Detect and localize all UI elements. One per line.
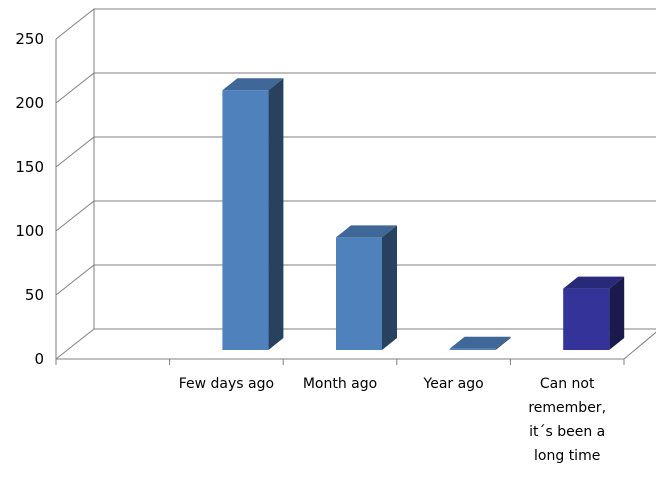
bar-0 <box>222 78 284 350</box>
bar-2 <box>449 336 511 350</box>
y-tick-label-4: 200 <box>15 94 44 112</box>
axes <box>55 9 656 365</box>
y-tick-label-3: 150 <box>15 158 44 176</box>
gridline-5 <box>55 8 656 40</box>
x-tick-label-3: Can not remember, it´s been a long time <box>528 376 607 464</box>
y-tick-label-5: 250 <box>15 30 44 48</box>
bar-side-1 <box>382 225 397 350</box>
y-tick-label-1: 50 <box>25 286 44 304</box>
bar-3 <box>563 276 625 350</box>
bar-front-3 <box>563 288 610 350</box>
bar-side-3 <box>609 276 625 350</box>
bar-front-1 <box>336 237 382 350</box>
bar-top-3 <box>563 276 625 289</box>
x-tick-label-2: Year ago <box>423 376 484 392</box>
y-tick-label-2: 100 <box>15 222 44 240</box>
bars <box>222 78 625 350</box>
gridline-3 <box>55 136 656 168</box>
x-tick-label-0: Few days ago <box>178 376 275 392</box>
floor-edge-line <box>623 331 656 360</box>
y-tick-label-0: 0 <box>34 350 44 368</box>
bar-1 <box>336 225 397 350</box>
gridline-4 <box>55 72 656 104</box>
y-tick-labels: 0 50 100 150 200 250 <box>15 30 44 368</box>
bar-top-2 <box>449 336 511 349</box>
bar-front-0 <box>222 90 269 350</box>
bar-side-2 <box>495 336 511 350</box>
bar-front-2 <box>449 348 496 350</box>
bar-top-1 <box>336 225 397 238</box>
x-tick-label-1: Month ago <box>302 376 378 392</box>
bar-top-0 <box>222 78 284 91</box>
bar-side-0 <box>268 78 284 350</box>
